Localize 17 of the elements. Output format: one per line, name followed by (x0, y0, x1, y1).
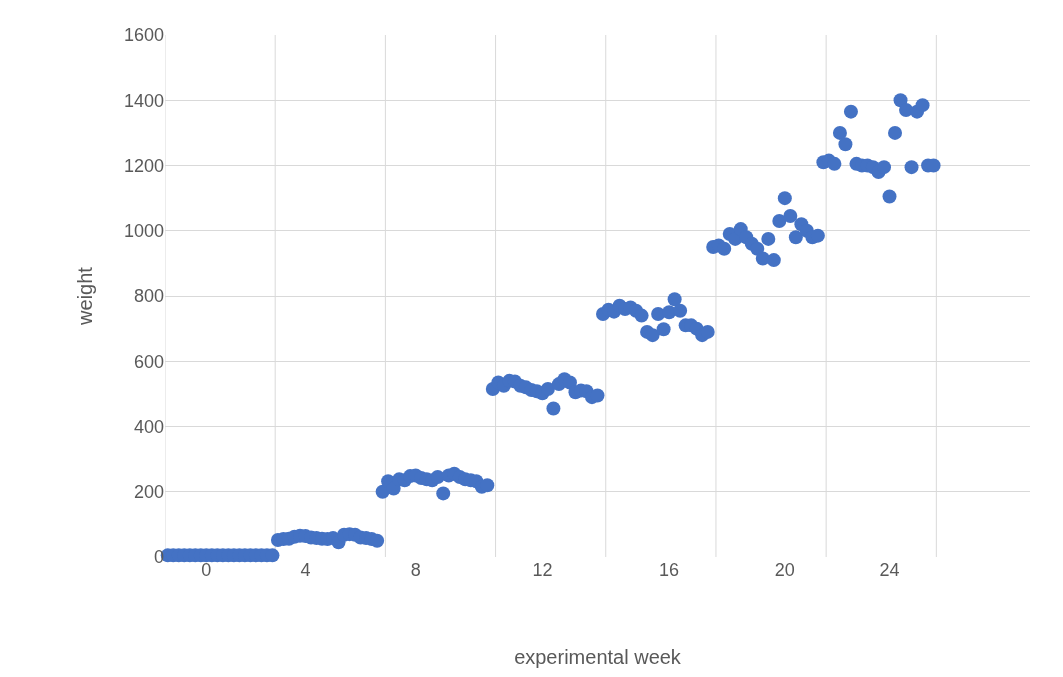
y-axis-title: weight (74, 266, 97, 326)
y-tick-label: 1200 (123, 155, 164, 176)
y-tick-label: 800 (133, 286, 164, 307)
x-tick-label: 4 (300, 560, 311, 580)
x-tick-label: 0 (201, 560, 212, 580)
x-tick-label: 8 (410, 560, 421, 580)
x-tick-label: 24 (879, 560, 900, 580)
y-tick-label: 1400 (123, 90, 164, 111)
x-axis-title: experimental week (514, 645, 682, 668)
x-tick-label: 16 (659, 560, 680, 580)
x-tick-label: 12 (532, 560, 553, 580)
y-tick-label: 400 (133, 416, 164, 437)
y-tick-label: 1600 (123, 25, 164, 46)
y-tick-label: 1000 (123, 221, 164, 242)
x-tick-label: 20 (774, 560, 795, 580)
y-tick-label: 600 (133, 351, 164, 372)
y-tick-label: 200 (133, 482, 164, 503)
